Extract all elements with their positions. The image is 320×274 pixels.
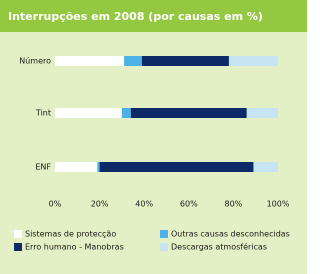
bar-segment bbox=[228, 56, 278, 66]
bar-segment bbox=[124, 56, 142, 66]
legend-label: Outras causas desconhecidas bbox=[171, 230, 290, 239]
bar-segment bbox=[253, 162, 278, 172]
y-tick-label: Tint bbox=[35, 109, 51, 118]
y-tick-label: ENF bbox=[35, 163, 51, 172]
x-tick-label: 40% bbox=[135, 200, 153, 209]
header bbox=[0, 0, 307, 32]
legend-swatch bbox=[160, 243, 168, 251]
bar-segment bbox=[55, 108, 122, 118]
x-tick-label: 60% bbox=[180, 200, 198, 209]
bar-segment bbox=[99, 162, 254, 172]
legend-label: Erro humano - Manobras bbox=[25, 243, 124, 252]
x-tick-label: 0% bbox=[49, 200, 62, 209]
x-tick-label: 80% bbox=[225, 200, 243, 209]
bar-segment bbox=[121, 108, 131, 118]
x-tick-label: 100% bbox=[267, 200, 290, 209]
bar-segment bbox=[246, 108, 278, 118]
bar-segment bbox=[55, 162, 98, 172]
x-tick-label: 20% bbox=[91, 200, 109, 209]
bar-segment bbox=[130, 108, 247, 118]
y-tick-label: Número bbox=[19, 57, 51, 66]
legend-label: Sistemas de protecção bbox=[25, 230, 116, 239]
legend-swatch bbox=[14, 230, 22, 238]
legend-swatch bbox=[160, 230, 168, 238]
legend-label: Descargas atmosféricas bbox=[171, 242, 267, 252]
bar-segment bbox=[141, 56, 229, 66]
chart: Interrupções em 2008 (por causas em %) 0… bbox=[0, 0, 307, 274]
legend-swatch bbox=[14, 243, 22, 251]
chart-title: Interrupções em 2008 (por causas em %) bbox=[8, 10, 263, 23]
background bbox=[0, 0, 307, 274]
bar-segment bbox=[55, 56, 125, 66]
bar-segment bbox=[97, 162, 100, 172]
